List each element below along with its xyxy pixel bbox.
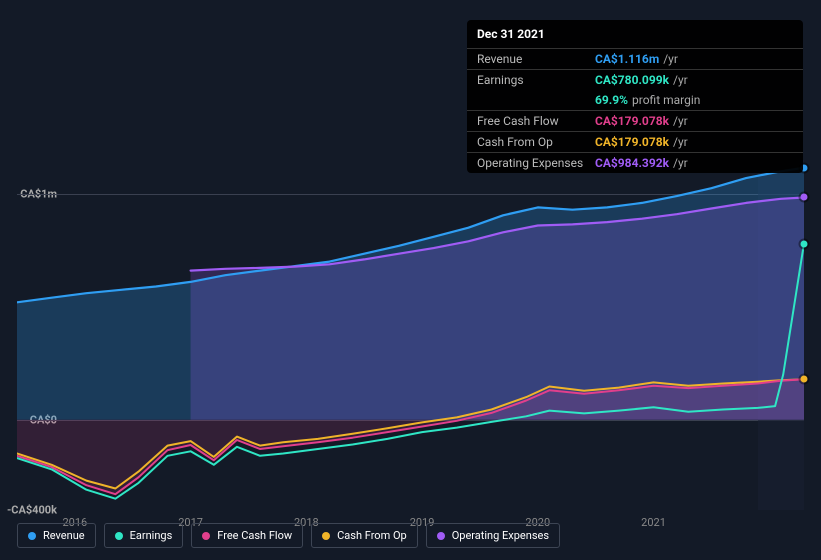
- legend-dot: [28, 532, 36, 540]
- legend-dot: [437, 532, 445, 540]
- tooltip-row-value: CA$984.392k: [595, 156, 669, 170]
- tooltip-row: Cash From OpCA$179.078k/yr: [467, 131, 803, 152]
- legend-label: Earnings: [130, 529, 173, 542]
- tooltip-row-label: Free Cash Flow: [477, 114, 595, 128]
- tooltip-row-extra: 69.9% profit margin: [467, 90, 803, 110]
- tooltip-row-suffix: /yr: [663, 52, 678, 66]
- legend-label: Revenue: [43, 529, 85, 542]
- tooltip-margin-pct: 69.9%: [595, 93, 628, 107]
- legend-label: Cash From Op: [337, 529, 407, 542]
- legend-item[interactable]: Earnings: [104, 523, 184, 548]
- legend-item[interactable]: Revenue: [17, 523, 96, 548]
- legend-item[interactable]: Operating Expenses: [426, 523, 560, 548]
- legend-dot: [202, 532, 210, 540]
- tooltip-row: Operating ExpensesCA$984.392k/yr: [467, 152, 803, 173]
- tooltip-row: EarningsCA$780.099k/yr: [467, 69, 803, 90]
- legend-item[interactable]: Cash From Op: [311, 523, 418, 548]
- tooltip-date: Dec 31 2021: [467, 20, 803, 48]
- financials-chart[interactable]: CA$1mCA$0-CA$400k20162017201820192020202…: [17, 160, 804, 510]
- data-tooltip: Dec 31 2021 RevenueCA$1.116m/yrEarningsC…: [467, 20, 803, 173]
- legend-dot: [115, 532, 123, 540]
- series-end-dot: [801, 194, 808, 201]
- x-axis-label: 2021: [641, 516, 666, 529]
- tooltip-row-value: CA$780.099k: [595, 73, 669, 87]
- tooltip-row-suffix: /yr: [673, 73, 688, 87]
- tooltip-row-value: CA$179.078k: [595, 114, 669, 128]
- tooltip-row-label: Revenue: [477, 52, 595, 66]
- tooltip-row-label: Cash From Op: [477, 135, 595, 149]
- tooltip-row-label: Operating Expenses: [477, 156, 595, 170]
- tooltip-margin-text: profit margin: [632, 93, 700, 107]
- series-end-dot: [801, 240, 808, 247]
- tooltip-row-suffix: /yr: [673, 135, 688, 149]
- legend-item[interactable]: Free Cash Flow: [191, 523, 303, 548]
- tooltip-row-label: Earnings: [477, 73, 595, 87]
- legend-label: Free Cash Flow: [217, 529, 292, 542]
- tooltip-row: RevenueCA$1.116m/yr: [467, 48, 803, 69]
- tooltip-row-suffix: /yr: [673, 156, 688, 170]
- chart-svg: [17, 160, 804, 510]
- tooltip-row-value: CA$1.116m: [595, 52, 659, 66]
- legend-label: Operating Expenses: [452, 529, 549, 542]
- tooltip-row: Free Cash FlowCA$179.078k/yr: [467, 110, 803, 131]
- legend: Revenue Earnings Free Cash Flow Cash From O…: [17, 523, 560, 548]
- tooltip-row-value: CA$179.078k: [595, 135, 669, 149]
- legend-dot: [322, 532, 330, 540]
- series-end-dot: [801, 376, 808, 383]
- tooltip-row-suffix: /yr: [673, 114, 688, 128]
